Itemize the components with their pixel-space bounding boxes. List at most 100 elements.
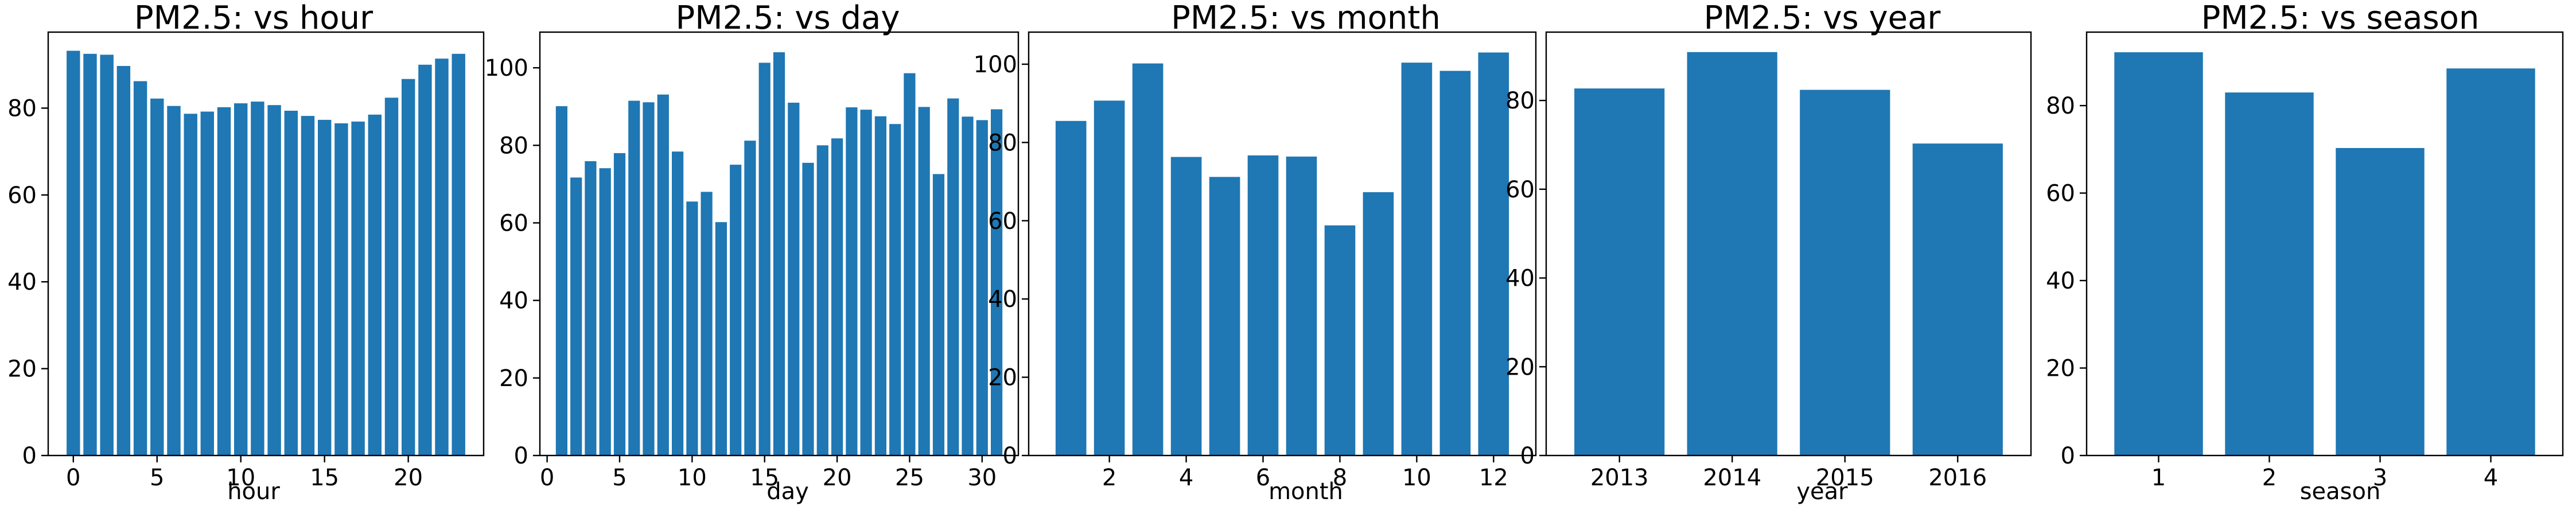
bar-month-6	[1247, 155, 1279, 456]
y-tick-label-day-60: 60	[499, 211, 528, 237]
bar-day-8	[657, 94, 669, 456]
bar-day-5	[613, 153, 626, 456]
y-tick-label-day-40: 40	[499, 288, 528, 314]
bar-hour-17	[351, 121, 365, 456]
bar-day-6	[628, 100, 640, 456]
y-tick-label-hour-40: 40	[7, 269, 37, 295]
bar-day-29	[962, 116, 974, 456]
bar-hour-2	[100, 54, 114, 456]
bar-hour-11	[251, 102, 264, 456]
x-tick-label-day-0: 0	[540, 465, 554, 491]
panel-hour: PM2.5: vs hour hour 0 5 10 15 20 0 20 40 60 80	[7, 0, 485, 505]
y-tick-label-season-0: 0	[2061, 443, 2075, 469]
x-tick-label-season-2: 2	[2262, 465, 2277, 491]
x-tick-label-month-2: 2	[1102, 465, 1116, 491]
x-tick-label-month-12: 12	[1479, 465, 1508, 491]
bar-day-25	[904, 73, 916, 456]
bar-hour-5	[150, 98, 164, 456]
chart-title-day: PM2.5: vs day	[676, 0, 900, 37]
x-tick-label-day-15: 15	[750, 465, 779, 491]
bar-season-3	[2336, 148, 2425, 456]
bar-hour-12	[267, 105, 281, 456]
x-tick-label-day-25: 25	[895, 465, 924, 491]
chart-title-season: PM2.5: vs season	[2201, 0, 2480, 37]
bar-day-22	[860, 110, 872, 456]
x-tick-label-hour-10: 10	[226, 465, 255, 491]
bar-season-1	[2114, 52, 2203, 456]
bar-day-16	[773, 52, 785, 456]
x-tick-label-season-4: 4	[2484, 465, 2498, 491]
y-tick-label-day-100: 100	[485, 55, 528, 81]
bar-day-18	[802, 162, 814, 456]
y-tick-label-month-100: 100	[974, 52, 1017, 78]
y-tick-label-day-20: 20	[499, 365, 528, 392]
bar-month-3	[1132, 63, 1164, 456]
panel-day: PM2.5: vs day day 0 5 10 15 20 25 300204060801…	[485, 0, 1019, 505]
x-tick-label-hour-5: 5	[150, 465, 164, 491]
bar-day-14	[744, 141, 756, 456]
bar-month-7	[1286, 156, 1317, 456]
x-tick-label-day-10: 10	[678, 465, 707, 491]
bar-day-19	[816, 145, 828, 456]
bar-hour-4	[133, 81, 147, 456]
y-tick-label-year-40: 40	[1505, 266, 1535, 292]
bar-day-21	[846, 107, 858, 456]
bar-season-2	[2225, 92, 2314, 456]
panel-month: PM2.5: vs month month 2 4 6 8 10 12 0 20 40 60 80 1…	[974, 0, 1537, 505]
bar-hour-22	[435, 59, 449, 456]
bar-day-12	[715, 222, 727, 456]
panel-year: PM2.5: vs year year 2013 2014 2015 2016 0 20 4…	[1505, 0, 2032, 505]
bar-season-4	[2446, 68, 2535, 456]
bar-hour-6	[167, 106, 181, 456]
bar-hour-20	[402, 79, 415, 456]
y-tick-label-month-80: 80	[988, 130, 1017, 156]
x-tick-label-hour-15: 15	[310, 465, 339, 491]
bar-hour-10	[234, 103, 248, 456]
y-tick-label-hour-20: 20	[7, 356, 37, 383]
y-tick-label-year-0: 0	[1520, 443, 1535, 469]
y-tick-label-hour-80: 80	[7, 95, 37, 122]
bar-hour-9	[217, 107, 231, 456]
x-axis-label-hour: hour	[227, 478, 280, 505]
bar-day-7	[643, 102, 655, 456]
x-axis-label-year: year	[1796, 478, 1848, 505]
y-tick-label-hour-0: 0	[22, 443, 37, 469]
y-tick-label-season-20: 20	[2046, 356, 2075, 382]
bar-day-24	[889, 124, 901, 456]
bar-hour-18	[368, 114, 382, 456]
bar-month-9	[1363, 192, 1394, 456]
bar-day-10	[686, 201, 698, 456]
bar-day-3	[585, 161, 597, 456]
y-tick-label-season-80: 80	[2046, 93, 2075, 119]
bar-month-1	[1055, 120, 1087, 456]
x-tick-label-month-6: 6	[1256, 465, 1270, 491]
bar-month-2	[1094, 100, 1125, 456]
bar-month-8	[1324, 225, 1356, 456]
x-tick-label-day-5: 5	[612, 465, 627, 491]
x-axis-label-day: day	[766, 478, 809, 505]
bar-day-31	[991, 109, 1003, 456]
bar-day-15	[758, 63, 771, 456]
bar-hour-8	[200, 111, 214, 456]
bar-day-2	[570, 177, 582, 456]
y-tick-label-season-60: 60	[2046, 181, 2075, 207]
plot-frame-day	[539, 31, 1019, 457]
bar-day-11	[701, 192, 713, 456]
bar-hour-14	[301, 116, 315, 456]
chart-title-year: PM2.5: vs year	[1704, 0, 1941, 37]
x-tick-label-year-2015: 2015	[1816, 465, 1874, 491]
bar-year-2016	[1912, 143, 2003, 456]
y-tick-label-day-0: 0	[514, 443, 528, 469]
x-axis-label-month: month	[1268, 478, 1343, 505]
bar-day-1	[555, 106, 567, 456]
x-tick-label-day-30: 30	[967, 465, 997, 491]
y-tick-label-hour-60: 60	[7, 182, 37, 209]
x-tick-label-hour-0: 0	[66, 465, 80, 491]
bar-year-2014	[1687, 52, 1777, 456]
bar-hour-0	[67, 50, 80, 456]
y-tick-label-month-40: 40	[988, 286, 1017, 313]
y-tick-label-month-0: 0	[1003, 443, 1017, 469]
y-tick-label-month-60: 60	[988, 208, 1017, 235]
y-tick-label-month-20: 20	[988, 365, 1017, 391]
